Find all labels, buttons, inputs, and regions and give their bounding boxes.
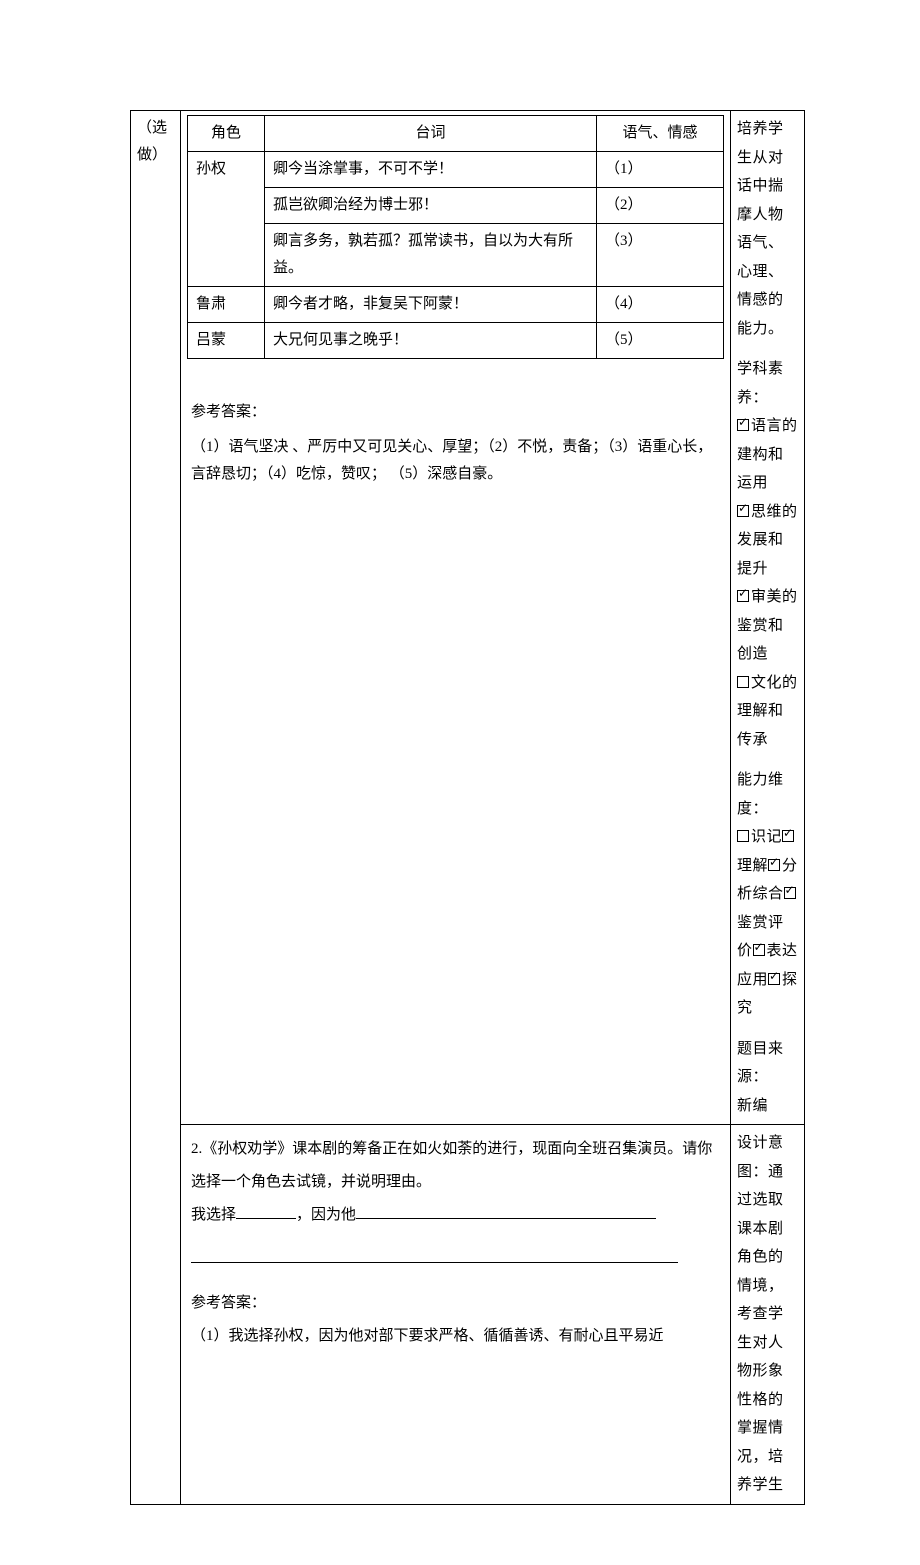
table-row: 卿言多务，孰若孤？孤常读书，自以为大有所益。 （3） bbox=[188, 224, 724, 287]
line-cell: 卿今者才略，非复吴下阿蒙！ bbox=[265, 287, 597, 323]
checkbox-checked-icon bbox=[737, 590, 749, 602]
checkbox-checked-icon bbox=[768, 859, 780, 871]
answer-label: 参考答案： bbox=[191, 399, 720, 426]
design-intent-text: 培养学生从对话中揣摩人物语气、心理、情感的能力。 bbox=[737, 115, 798, 343]
answer-block: 参考答案： （1）语气坚决 、严厉中又可见关心、厚望；（2）不悦，责备；（3）语… bbox=[187, 369, 724, 492]
col-header-tone: 语气、情感 bbox=[597, 116, 724, 152]
line-cell: 孤岂欲卿治经为博士邪！ bbox=[265, 188, 597, 224]
tone-cell: （4） bbox=[597, 287, 724, 323]
literacy-item: 思维的发展和提升 bbox=[737, 498, 798, 584]
line-cell: 卿今当涂掌事，不可不学！ bbox=[265, 152, 597, 188]
ability-dimension-label: 能力维度： bbox=[737, 766, 798, 823]
checkbox-unchecked-icon bbox=[737, 676, 749, 688]
role-cell: 孙权 bbox=[188, 152, 265, 287]
q2-answer-text: （1）我选择孙权，因为他对部下要求严格、循循善诱、有耐心且平易近 bbox=[191, 1320, 720, 1353]
col-header-role: 角色 bbox=[188, 116, 265, 152]
line-cell: 卿言多务，孰若孤？孤常读书，自以为大有所益。 bbox=[265, 224, 597, 287]
tone-cell: （5） bbox=[597, 323, 724, 359]
question-source-label: 题目来源： bbox=[737, 1035, 798, 1092]
dialogue-and-answer-cell: 角色 台词 语气、情感 孙权 卿今当涂掌事，不可不学！ （1） 孤岂欲卿治经为博… bbox=[181, 111, 731, 1125]
table-row: 吕蒙 大兄何见事之晚乎！ （5） bbox=[188, 323, 724, 359]
ability-items: 识记理解分析综合鉴赏评价表达应用探究 bbox=[737, 823, 798, 1023]
q2-answer-label: 参考答案： bbox=[191, 1287, 720, 1320]
tone-cell: （3） bbox=[597, 224, 724, 287]
line-cell: 大兄何见事之晚乎！ bbox=[265, 323, 597, 359]
checkbox-checked-icon bbox=[782, 830, 794, 842]
table-row: 鲁肃 卿今者才略，非复吴下阿蒙！ （4） bbox=[188, 287, 724, 323]
blank-reason bbox=[356, 1203, 656, 1219]
subject-literacy-label: 学科素养： bbox=[737, 355, 798, 412]
blank-line bbox=[191, 1238, 678, 1263]
literacy-item: 语言的建构和运用 bbox=[737, 412, 798, 498]
side-column-1: 培养学生从对话中揣摩人物语气、心理、情感的能力。 学科素养： 语言的建构和运用 … bbox=[731, 111, 805, 1125]
q2-pre: 我选择 bbox=[191, 1207, 236, 1223]
answer-text: （1）语气坚决 、严厉中又可见关心、厚望；（2）不悦，责备；（3）语重心长，言辞… bbox=[191, 434, 720, 488]
left-label-cell: （选做） bbox=[131, 111, 181, 1505]
role-cell: 鲁肃 bbox=[188, 287, 265, 323]
table-row: 孙权 卿今当涂掌事，不可不学！ （1） bbox=[188, 152, 724, 188]
side-column-2: 设计意图：通过选取课本剧角色的情境，考查学生对人物形象性格的掌握情况，培养学生 bbox=[731, 1125, 805, 1505]
lesson-plan-table: （选做） 角色 台词 语气、情感 孙权 卿今当涂掌事，不可不学！ （1） bbox=[130, 110, 805, 1505]
checkbox-checked-icon bbox=[737, 505, 749, 517]
table-row: 孤岂欲卿治经为博士邪！ （2） bbox=[188, 188, 724, 224]
q2-mid: ，因为他 bbox=[296, 1207, 356, 1223]
q2-fill-line: 我选择 ，因为他 bbox=[191, 1199, 720, 1232]
checkbox-unchecked-icon bbox=[737, 830, 749, 842]
literacy-item: 审美的鉴赏和创造 bbox=[737, 583, 798, 669]
col-header-line: 台词 bbox=[265, 116, 597, 152]
optional-label: （选做） bbox=[137, 120, 167, 163]
checkbox-checked-icon bbox=[768, 973, 780, 985]
literacy-item: 文化的理解和传承 bbox=[737, 669, 798, 755]
q2-prompt: 2.《孙权劝学》课本剧的筹备正在如火如荼的进行，现面向全班召集演员。请你选择一个… bbox=[191, 1133, 720, 1199]
question-source-value: 新编 bbox=[737, 1092, 798, 1121]
design-intent-body: 通过选取课本剧角色的情境，考查学生对人物形象性格的掌握情况，培养学生 bbox=[737, 1164, 784, 1494]
tone-cell: （1） bbox=[597, 152, 724, 188]
question2-cell: 2.《孙权劝学》课本剧的筹备正在如火如荼的进行，现面向全班召集演员。请你选择一个… bbox=[181, 1125, 731, 1505]
blank-role bbox=[236, 1203, 296, 1219]
checkbox-checked-icon bbox=[753, 944, 765, 956]
checkbox-checked-icon bbox=[737, 419, 749, 431]
tone-cell: （2） bbox=[597, 188, 724, 224]
role-cell: 吕蒙 bbox=[188, 323, 265, 359]
checkbox-checked-icon bbox=[784, 887, 796, 899]
dialogue-table: 角色 台词 语气、情感 孙权 卿今当涂掌事，不可不学！ （1） 孤岂欲卿治经为博… bbox=[187, 115, 724, 359]
